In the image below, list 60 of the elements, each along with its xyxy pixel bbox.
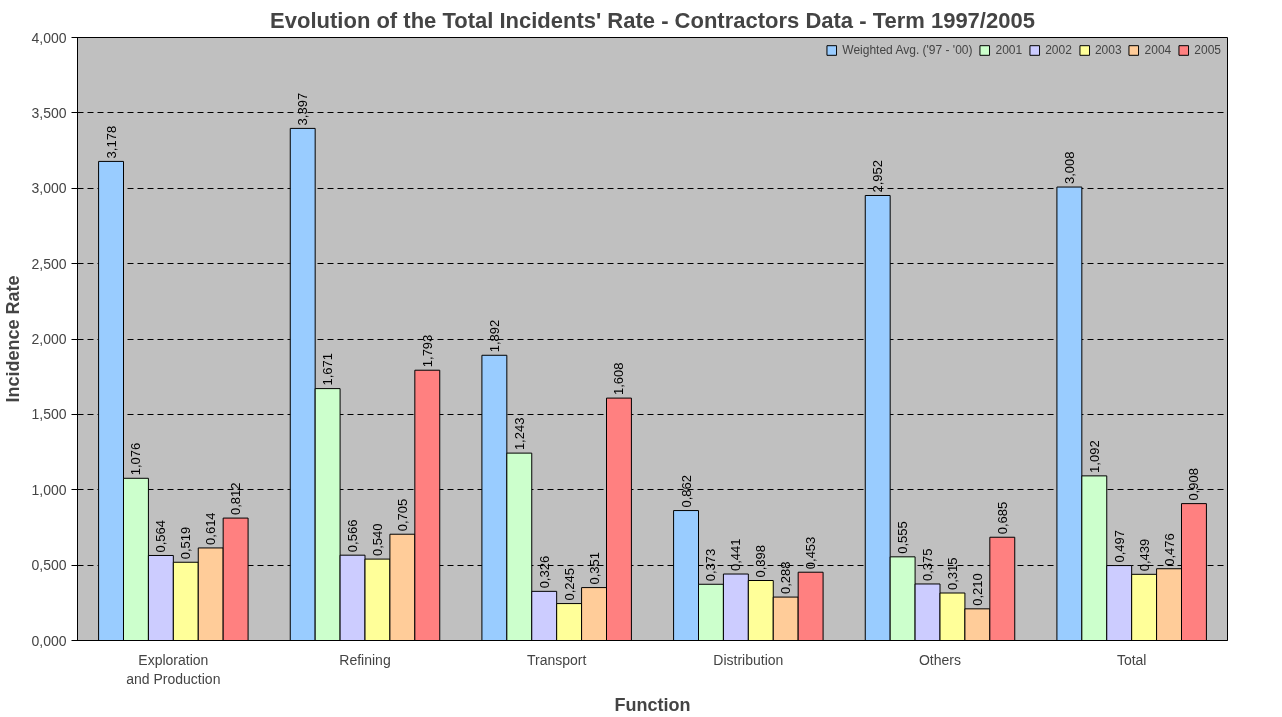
legend-label: 2004: [1144, 43, 1172, 57]
y-tick-label: 2,500: [31, 255, 67, 272]
y-axis-title: Incidence Rate: [3, 275, 24, 403]
data-label: 0,476: [1161, 533, 1177, 566]
data-label: 1,092: [1086, 440, 1102, 473]
chart-title: Evolution of the Total Incidents' Rate - Contractors Data - Term 1997/2005: [270, 7, 1035, 33]
x-tick-label: Transport: [526, 651, 587, 668]
legend-label: 2002: [1045, 43, 1072, 57]
y-tick-label: 3,500: [31, 104, 67, 121]
data-label: 0,326: [536, 555, 552, 589]
data-label: 3,008: [1061, 151, 1077, 185]
legend-label: 2003: [1094, 43, 1122, 57]
y-tick-label: 3,000: [31, 180, 67, 197]
y-tick-label: 0,000: [31, 632, 67, 649]
data-label: 1,671: [320, 353, 336, 386]
legend-label: 2005: [1194, 43, 1221, 57]
data-label: 0,705: [394, 498, 410, 532]
data-label: 0,351: [586, 552, 602, 585]
data-label: 0,564: [153, 519, 169, 553]
y-tick-label: 2,000: [31, 331, 67, 347]
data-label: 0,540: [369, 523, 385, 557]
y-tick-label: 1,000: [31, 481, 67, 498]
data-label: 0,441: [728, 538, 744, 572]
data-label: 0,315: [944, 557, 960, 591]
x-tick-label: Distribution: [713, 651, 784, 668]
data-label: 0,566: [345, 519, 361, 553]
data-label: 0,245: [561, 568, 577, 601]
x-tick-label: Refining: [339, 651, 391, 668]
data-label: 0,373: [703, 548, 719, 582]
data-label: 0,614: [203, 512, 219, 545]
data-label: 1,243: [511, 417, 527, 451]
y-tick-label: 1,500: [31, 406, 67, 423]
data-label: 1,892: [486, 319, 502, 353]
data-label: 0,497: [1111, 530, 1127, 563]
data-label: 1,076: [128, 442, 144, 476]
x-tick-label: Others: [918, 651, 962, 668]
data-label: 3,397: [295, 92, 311, 126]
data-label: 3,178: [103, 125, 119, 159]
data-label: 1,608: [611, 362, 627, 396]
x-tick-label: Total: [1116, 651, 1147, 668]
legend-label: Weighted Avg. ('97 - '00): [842, 43, 973, 57]
y-tick-label: 4,000: [31, 29, 67, 46]
data-label: 0,862: [678, 475, 694, 508]
data-label: 1,793: [419, 334, 435, 368]
data-label: 0,439: [1136, 538, 1152, 572]
data-label: 0,812: [228, 482, 244, 516]
data-label: 0,398: [753, 544, 769, 578]
x-tick-label: Exploration and Production: [126, 651, 221, 687]
data-label: 0,288: [778, 561, 794, 595]
data-label: 0,555: [895, 521, 911, 554]
data-label: 0,453: [803, 536, 819, 570]
x-axis-title: Function: [614, 694, 691, 715]
data-label: 0,375: [920, 548, 936, 581]
data-label: 0,908: [1186, 468, 1202, 501]
data-label: 0,685: [994, 501, 1010, 535]
y-tick-label: 0,500: [31, 557, 67, 574]
data-label: 0,210: [969, 573, 985, 606]
legend-label: 2001: [995, 43, 1023, 57]
data-label: 2,952: [870, 159, 886, 193]
data-label: 0,519: [178, 526, 194, 560]
